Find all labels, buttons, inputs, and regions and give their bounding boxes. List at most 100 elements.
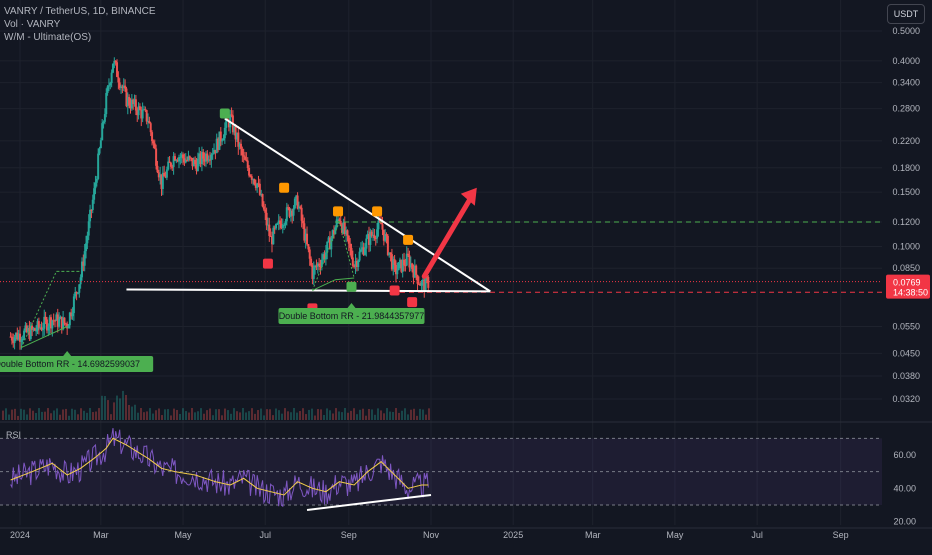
candle-body xyxy=(144,109,147,111)
candle-body xyxy=(342,222,345,233)
candle-body xyxy=(219,131,222,142)
currency-button[interactable]: USDT xyxy=(887,4,925,24)
candle-body xyxy=(326,241,329,253)
candle-body xyxy=(358,251,361,261)
volume-bar xyxy=(326,408,328,420)
volume-bar xyxy=(221,415,223,420)
candle-body xyxy=(421,279,424,283)
candle-body xyxy=(408,255,411,268)
price-tick-label: 0.1500 xyxy=(892,187,920,197)
volume-bar xyxy=(89,408,91,420)
candle-body xyxy=(222,138,225,141)
candle-body xyxy=(171,166,174,168)
time-tick-label: Mar xyxy=(585,530,601,540)
volume-bar xyxy=(41,411,43,420)
candle-body xyxy=(163,172,166,177)
time-tick-label: 2025 xyxy=(503,530,523,540)
volume-bar xyxy=(359,409,361,420)
volume-bar xyxy=(320,409,322,420)
candle-body xyxy=(409,263,412,268)
signal-marker xyxy=(333,206,344,217)
volume-bar xyxy=(101,395,103,420)
volume-bar xyxy=(308,409,310,420)
candle-body xyxy=(103,114,106,122)
candle-body xyxy=(335,219,338,228)
signal-marker xyxy=(403,234,414,245)
candle-body xyxy=(280,224,283,228)
volume-bar xyxy=(377,408,379,420)
candle-body xyxy=(190,157,193,159)
candle-body xyxy=(113,60,116,64)
candle-body xyxy=(145,110,148,122)
chart-title: VANRY / TetherUS, 1D, BINANCE xyxy=(4,6,156,17)
volume-bar xyxy=(32,410,34,420)
volume-bar xyxy=(71,408,73,420)
candle-body xyxy=(291,210,294,216)
volume-bar xyxy=(242,408,244,420)
candle-body xyxy=(427,277,430,288)
annotation-label-text: Double Bottom RR - 14.6982599037 xyxy=(0,359,140,369)
candle-body xyxy=(49,317,52,329)
volume-bar xyxy=(398,412,400,420)
volume-bar xyxy=(293,408,295,420)
candle-body xyxy=(118,82,121,88)
volume-bar xyxy=(386,408,388,420)
volume-bar xyxy=(245,412,247,420)
volume-bar xyxy=(20,408,22,420)
candle-body xyxy=(64,323,67,325)
candle-body xyxy=(394,264,397,275)
candle-body xyxy=(288,207,291,217)
candle-body xyxy=(396,270,399,275)
candle-body xyxy=(85,243,88,252)
candle-body xyxy=(67,325,70,329)
candle-body xyxy=(230,114,233,116)
candle-body xyxy=(160,174,163,189)
candle-body xyxy=(338,219,341,221)
signal-marker xyxy=(389,285,400,296)
volume-bar xyxy=(50,413,52,420)
volume-bar xyxy=(335,408,337,420)
candle-body xyxy=(173,156,176,161)
candle-body xyxy=(357,260,360,267)
volume-bar xyxy=(83,410,85,420)
candle-body xyxy=(152,141,155,144)
candle-body xyxy=(211,153,214,155)
candle-body xyxy=(424,275,427,291)
candle-body xyxy=(283,224,286,226)
volume-bar xyxy=(179,413,181,420)
candle-body xyxy=(401,259,404,272)
candle-body xyxy=(157,172,160,178)
candle-body xyxy=(256,183,259,188)
candle-body xyxy=(116,62,119,77)
candle-body xyxy=(122,85,125,88)
volume-bar xyxy=(17,415,19,420)
volume-bar xyxy=(419,408,421,420)
candle-body xyxy=(98,148,101,154)
time-tick-label: May xyxy=(175,530,193,540)
volume-bar xyxy=(98,408,100,420)
candle-body xyxy=(277,220,280,224)
signal-markers xyxy=(219,108,418,314)
candle-body xyxy=(266,224,269,226)
volume-bar xyxy=(410,409,412,420)
volume-bar xyxy=(344,408,346,420)
candle-body xyxy=(262,206,265,210)
rsi-tick-label: 40.00 xyxy=(893,483,916,493)
candle-body xyxy=(89,209,92,222)
candle-body xyxy=(287,207,290,209)
candle-body xyxy=(62,317,65,330)
double-bottom-line xyxy=(312,277,355,291)
candle-body xyxy=(320,259,323,267)
candle-body xyxy=(265,212,268,226)
candle-body xyxy=(252,179,255,181)
candle-body xyxy=(209,159,212,161)
candle-body xyxy=(20,340,23,342)
candle-body xyxy=(215,138,218,154)
candle-body xyxy=(423,279,426,291)
candle-body xyxy=(56,314,59,327)
price-tick-label: 0.0320 xyxy=(892,394,920,404)
volume-bar xyxy=(311,408,313,420)
candle-body xyxy=(419,283,422,286)
